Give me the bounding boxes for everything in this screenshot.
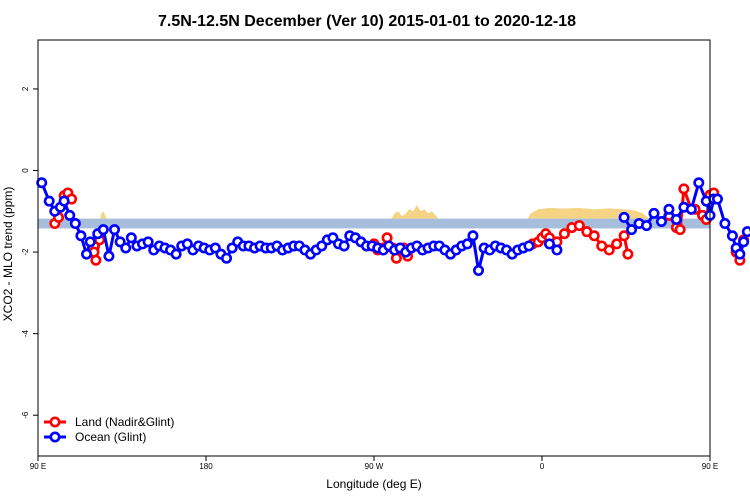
data-point — [551, 244, 563, 256]
legend-ocean-marker — [49, 431, 61, 443]
y-tick-label: 2 — [21, 86, 30, 91]
data-point — [726, 230, 738, 242]
y-tick-label: -6 — [21, 411, 30, 419]
data-point — [109, 224, 121, 236]
data-point — [685, 203, 697, 215]
data-point — [573, 220, 585, 232]
x-axis-label: Longitude (deg E) — [326, 477, 421, 491]
chart-title: 7.5N-12.5N December (Ver 10) 2015-01-01 … — [158, 13, 576, 30]
series-ocean — [36, 177, 750, 276]
y-axis: 2 0 -2 -4 -6 — [21, 86, 38, 419]
y-tick-label: -2 — [21, 248, 30, 256]
data-point — [678, 183, 690, 195]
data-point — [618, 211, 630, 223]
data-point — [738, 236, 750, 248]
data-point — [125, 232, 137, 244]
data-point — [58, 195, 70, 207]
x-tick-label: 90 W — [365, 462, 384, 471]
data-point — [523, 240, 535, 252]
data-point — [221, 252, 233, 264]
data-point — [43, 195, 55, 207]
data-point — [641, 220, 653, 232]
x-tick-label: 180 — [199, 462, 213, 471]
legend: Land (Nadir&Glint) Ocean (Glint) — [44, 415, 174, 444]
data-point — [467, 230, 479, 242]
data-point — [719, 218, 731, 230]
data-point — [543, 238, 555, 250]
land-mask-region — [390, 205, 440, 220]
data-point — [674, 224, 686, 236]
data-point — [648, 207, 660, 219]
data-point — [741, 226, 750, 238]
y-axis-label: XCO2 - MLO trend (ppm) — [1, 187, 15, 322]
land-mask-region — [527, 208, 651, 220]
legend-land-label: Land (Nadir&Glint) — [75, 415, 174, 429]
data-point — [81, 248, 93, 260]
data-point — [97, 224, 109, 236]
data-point — [618, 230, 630, 242]
data-point — [170, 248, 182, 260]
legend-land-marker — [49, 416, 61, 428]
y-tick-label: -4 — [21, 330, 30, 338]
x-tick-label: 90 E — [702, 462, 718, 471]
data-point — [626, 224, 638, 236]
data-point — [611, 238, 623, 250]
data-point — [75, 230, 87, 242]
y-tick-label: 0 — [21, 168, 30, 173]
data-point — [69, 218, 81, 230]
data-point — [120, 242, 132, 254]
data-point — [461, 238, 473, 250]
data-point — [103, 250, 115, 262]
land-mask-region — [99, 211, 108, 221]
data-point — [64, 209, 76, 221]
data-point — [338, 240, 350, 252]
data-point — [670, 213, 682, 225]
data-point — [655, 215, 667, 227]
data-point — [558, 228, 570, 240]
data-point — [622, 248, 634, 260]
data-point — [693, 177, 705, 189]
data-point — [90, 254, 102, 266]
data-point — [663, 203, 675, 215]
x-tick-label: 90 E — [30, 462, 46, 471]
reference-band — [38, 218, 710, 229]
data-point — [84, 236, 96, 248]
data-point — [734, 248, 746, 260]
data-point — [142, 236, 154, 248]
data-point — [36, 177, 48, 189]
x-axis: 90 E 180 90 W 0 90 E — [30, 456, 718, 471]
legend-ocean-label: Ocean (Glint) — [75, 430, 146, 444]
data-point — [588, 230, 600, 242]
data-point — [473, 264, 485, 276]
data-point — [603, 244, 615, 256]
data-point — [711, 193, 723, 205]
x-tick-label: 0 — [540, 462, 545, 471]
